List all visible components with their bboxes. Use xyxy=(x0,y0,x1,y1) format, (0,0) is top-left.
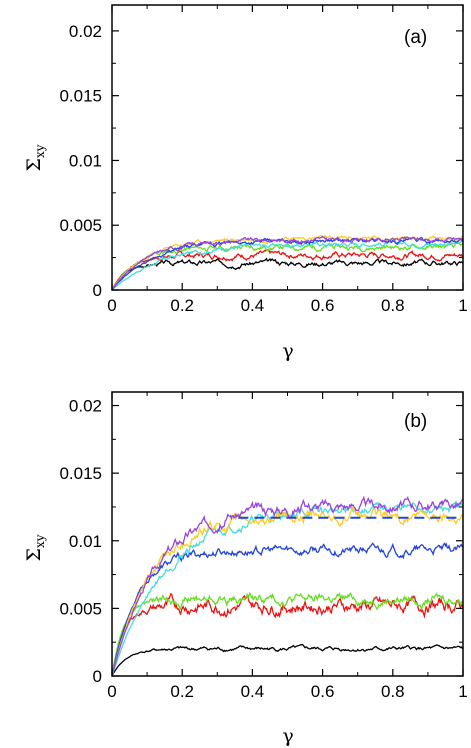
panel-b-series-line-2 xyxy=(112,593,463,676)
panel-b: (b) γ Σxy 0 0.2 0.4 0.6 0.8 1 0 0.005 0.01 0.015 0… xyxy=(23,391,468,747)
panel-a-series-line-7 xyxy=(112,235,463,290)
panel-b-ylabel-sub: xy xyxy=(33,534,47,548)
panel-b-ylabel: Σxy xyxy=(23,534,47,561)
panel-a-series-line-6 xyxy=(112,236,463,290)
panel-a-x-tick-label-4: 0.8 xyxy=(381,296,405,315)
svg-text:Σxy: Σxy xyxy=(23,534,47,561)
panel-b-series-line-7 xyxy=(112,495,463,676)
panel-a-series-line-4 xyxy=(112,238,463,290)
panel-b-frame xyxy=(111,391,464,677)
panel-a-x-tick-label-2: 0.4 xyxy=(241,296,265,315)
panel-b-x-tick-label-4: 0.8 xyxy=(381,682,405,701)
panel-a-y-tick-label-2: 0.01 xyxy=(69,151,102,170)
panel-b-x-tick-label-3: 0.6 xyxy=(311,682,335,701)
svg-text:Σxy: Σxy xyxy=(23,144,47,171)
panel-a-y-tick-label-3: 0.015 xyxy=(59,87,102,106)
panel-a-x-tick-label-3: 0.6 xyxy=(311,296,335,315)
panel-a-ylabel-main: Σ xyxy=(23,158,45,171)
panel-a-y-tick-label-1: 0.005 xyxy=(59,216,102,235)
panel-b-ylabel-main: Σ xyxy=(23,548,45,561)
panel-a-x-tick-label-0: 0 xyxy=(107,296,116,315)
panel-a-y-tick-label-0: 0 xyxy=(93,281,102,300)
panel-b-x-tick-label-2: 0.4 xyxy=(241,682,265,701)
panel-a-series-line-2 xyxy=(112,248,463,290)
panel-a-y-tick-label-4: 0.02 xyxy=(69,22,102,41)
panel-b-y-tick-label-1: 0.005 xyxy=(59,599,102,618)
panel-b-y-tick-label-0: 0 xyxy=(93,667,102,686)
panel-b-series-line-1 xyxy=(112,643,463,676)
panel-b-label: (b) xyxy=(404,411,427,432)
panel-b-x-tick-label-0: 0 xyxy=(107,682,116,701)
panel-a-xlabel: γ xyxy=(282,340,293,362)
panel-a-plot-area xyxy=(112,234,463,290)
panel-b-series-line-6 xyxy=(112,505,463,676)
panel-b-series-line-4 xyxy=(112,542,463,676)
panel-a: (a) γ Σxy 0 0.2 0.4 0.6 0.8 1 0 0.005 0.01 0.015 0… xyxy=(23,4,468,362)
panel-b-x-tick-label-1: 0.2 xyxy=(170,682,194,701)
panel-b-xlabel: γ xyxy=(282,725,293,747)
panel-a-x-tick-label-5: 1 xyxy=(458,296,467,315)
panel-b-y-tick-label-2: 0.01 xyxy=(69,532,102,551)
panel-a-x-tick-label-1: 0.2 xyxy=(170,296,194,315)
panel-a-series-line-1 xyxy=(112,257,463,290)
panel-b-y-tick-label-4: 0.02 xyxy=(69,397,102,416)
panel-b-series-line-3 xyxy=(112,591,463,676)
panel-a-ylabel: Σxy xyxy=(23,144,47,171)
panel-b-y-tick-label-3: 0.015 xyxy=(59,464,102,483)
panel-b-x-tick-label-5: 1 xyxy=(458,682,467,701)
panel-b-plot-area xyxy=(112,495,463,676)
panel-a-ylabel-sub: xy xyxy=(33,144,47,158)
panel-a-label: (a) xyxy=(404,27,427,48)
